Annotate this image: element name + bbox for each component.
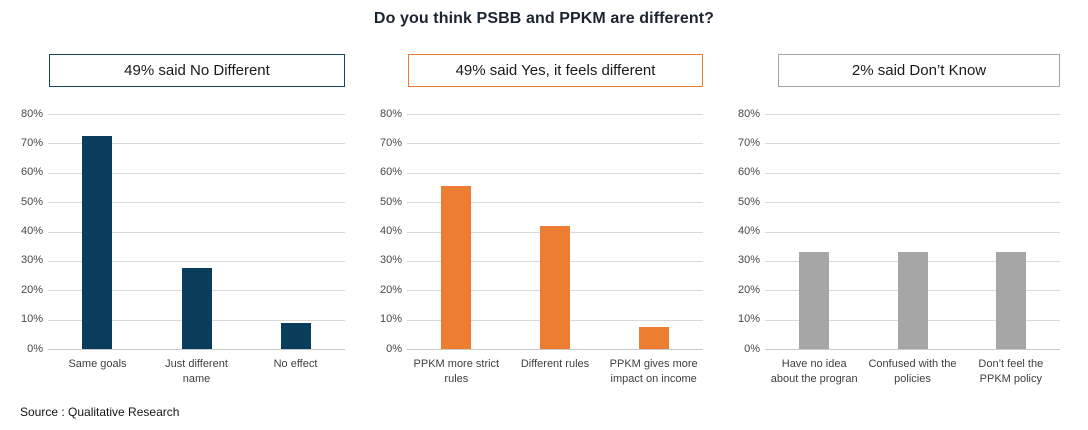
- headline-box: 2% said Don’t Know: [778, 54, 1060, 87]
- headline-box: 49% said Yes, it feels different: [408, 54, 703, 87]
- y-axis-tick-label: 70%: [737, 136, 760, 149]
- y-axis-tick-label: 70%: [20, 136, 43, 149]
- x-axis-line: [407, 349, 703, 350]
- y-axis-tick-label: 0%: [744, 342, 760, 355]
- y-axis-tick-label: 0%: [27, 342, 43, 355]
- y-axis-tick-label: 20%: [379, 283, 402, 296]
- x-axis: PPKM more strict rules Different rules PPK…: [407, 357, 703, 401]
- y-axis-tick-label: 70%: [379, 136, 402, 149]
- x-axis-category-label: Different rules: [520, 358, 590, 370]
- y-axis-tick-label: 40%: [379, 225, 402, 237]
- x-axis-category-label: Don’t feel the PPKM policy: [978, 358, 1044, 385]
- headline-text: 2% said Don’t Know: [851, 62, 987, 79]
- y-axis-tick-label: 20%: [20, 283, 43, 296]
- x-axis-category-label: PPKM more strict rules: [413, 358, 500, 385]
- x-axis-category-label: No effect: [273, 358, 318, 370]
- y-axis-tick-label: 60%: [20, 166, 43, 179]
- bar: [799, 252, 830, 349]
- gridline: [48, 172, 345, 174]
- y-axis-tick-label: 40%: [20, 225, 43, 237]
- y-axis-tick-label: 50%: [737, 195, 760, 208]
- y-axis-tick-label: 10%: [737, 313, 760, 326]
- y-axis-tick-label: 0%: [386, 342, 402, 355]
- y-axis-tick-label: 80%: [737, 107, 760, 120]
- gridline: [765, 143, 1060, 145]
- gridline: [48, 114, 345, 115]
- bar: [181, 268, 212, 349]
- bar-chart-yes-different: 0% 10% 20% 30% 40% 50% 60% 70% 80% PPKM more str…: [369, 108, 708, 406]
- gridline: [765, 202, 1060, 204]
- y-axis-tick-label: 50%: [379, 195, 402, 208]
- x-axis: Have no idea about the progran Confused w…: [765, 357, 1060, 401]
- x-axis-category-label: Just different name: [165, 358, 228, 385]
- x-axis-category-label: Have no idea about the progran: [770, 358, 858, 385]
- gridline: [48, 231, 345, 233]
- headline-box: 49% said No Different: [49, 54, 345, 87]
- x-axis-category-label: Same goals: [68, 358, 127, 370]
- gridline: [765, 231, 1060, 233]
- x-axis-category-label: Confused with the policies: [868, 358, 957, 385]
- bar: [441, 185, 472, 349]
- y-axis: 0% 10% 20% 30% 40% 50% 60% 70% 80%: [369, 108, 402, 355]
- plot-area: [765, 114, 1060, 350]
- y-axis-tick-label: 40%: [737, 225, 760, 237]
- gridline: [765, 114, 1060, 115]
- bar: [638, 326, 669, 349]
- plot-area: [407, 114, 703, 350]
- page-title: Do you think PSBB and PPKM are different…: [373, 10, 715, 27]
- source-note: Source : Qualitative Research: [20, 405, 180, 419]
- y-axis-tick-label: 30%: [737, 254, 760, 267]
- y-axis-tick-label: 10%: [379, 313, 402, 326]
- gridline: [407, 202, 703, 204]
- gridline: [48, 202, 345, 204]
- bar-chart-no-different: 0% 10% 20% 30% 40% 50% 60% 70% 80% Same goals Jus…: [10, 108, 350, 406]
- chart-panel-yes-different: 49% said Yes, it feels different 0% 10% 20…: [369, 46, 708, 406]
- gridline: [407, 143, 703, 145]
- headline-text: 49% said No Different: [124, 62, 270, 79]
- y-axis-tick-label: 20%: [737, 283, 760, 296]
- y-axis-tick-label: 80%: [20, 107, 43, 120]
- chart-panel-no-different: 49% said No Different 0% 10% 20% 30% 40% 50% 6…: [10, 46, 350, 406]
- x-axis-line: [765, 349, 1060, 350]
- y-axis: 0% 10% 20% 30% 40% 50% 60% 70% 80%: [10, 108, 43, 355]
- y-axis-tick-label: 60%: [737, 166, 760, 179]
- x-axis-category-label: PPKM gives more impact on income: [609, 358, 698, 385]
- gridline: [407, 172, 703, 174]
- gridline: [48, 260, 345, 262]
- y-axis-tick-label: 50%: [20, 195, 43, 208]
- gridline: [765, 172, 1060, 174]
- y-axis-tick-label: 10%: [20, 313, 43, 326]
- gridline: [407, 114, 703, 115]
- bar: [540, 225, 570, 349]
- x-axis-line: [48, 349, 345, 350]
- y-axis-tick-label: 60%: [379, 166, 402, 179]
- x-axis: Same goals Just different name No effect: [48, 357, 345, 401]
- bar-chart-dont-know: 0% 10% 20% 30% 40% 50% 60% 70% 80% Have no idea …: [727, 108, 1065, 406]
- bar: [280, 322, 311, 349]
- y-axis-tick-label: 80%: [379, 107, 402, 120]
- y-axis-tick-label: 30%: [20, 254, 43, 267]
- chart-panel-dont-know: 2% said Don’t Know 0% 10% 20% 30% 40% 50% 60% 7…: [727, 46, 1065, 406]
- plot-area: [48, 114, 345, 350]
- gridline: [48, 143, 345, 145]
- headline-text: 49% said Yes, it feels different: [455, 62, 656, 79]
- bar: [82, 136, 113, 349]
- bar: [995, 252, 1026, 349]
- y-axis-tick-label: 30%: [379, 254, 402, 267]
- y-axis: 0% 10% 20% 30% 40% 50% 60% 70% 80%: [727, 108, 760, 355]
- bar: [897, 252, 928, 349]
